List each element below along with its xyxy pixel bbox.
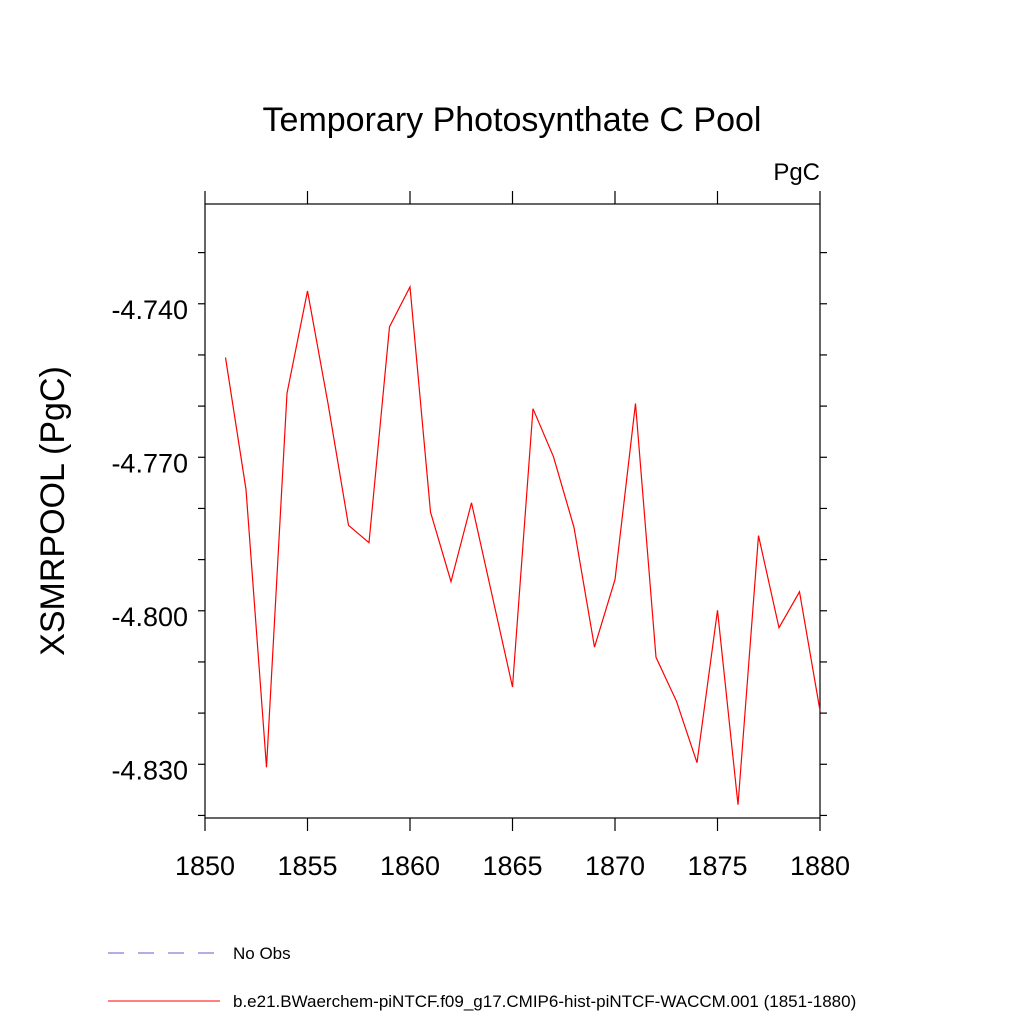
x-tick-label: 1860 xyxy=(380,851,440,881)
series-line-0 xyxy=(224,284,821,805)
plot-frame xyxy=(204,203,821,819)
legend-label: b.e21.BWaerchem-piNTCF.f09_g17.CMIP6-his… xyxy=(233,992,856,1011)
x-tick-label: 1865 xyxy=(482,851,542,881)
chart-title: Temporary Photosynthate C Pool xyxy=(263,101,762,139)
y-axis: -4.830 -4.800 -4.770 -4.740 xyxy=(111,252,827,817)
x-tick-label: 1880 xyxy=(790,851,850,881)
x-tick-label: 1850 xyxy=(175,851,235,881)
x-tick-label: 1855 xyxy=(277,851,337,881)
units-label: PgC xyxy=(773,159,820,186)
y-tick-label: -4.800 xyxy=(111,602,188,632)
x-tick-label: 1875 xyxy=(687,851,747,881)
y-axis-label: XSMRPOOL (PgC) xyxy=(34,366,72,656)
y-tick-label: -4.830 xyxy=(111,755,188,785)
legend: No Obs b.e21.BWaerchem-piNTCF.f09_g17.CMI… xyxy=(108,944,856,1011)
y-tick-label: -4.770 xyxy=(111,448,188,478)
x-axis: 1850 1855 1860 1865 1870 1875 1880 xyxy=(175,191,850,881)
series-layer xyxy=(224,284,821,805)
legend-label: No Obs xyxy=(233,944,291,963)
y-tick-label: -4.740 xyxy=(111,295,188,325)
x-tick-label: 1870 xyxy=(585,851,645,881)
